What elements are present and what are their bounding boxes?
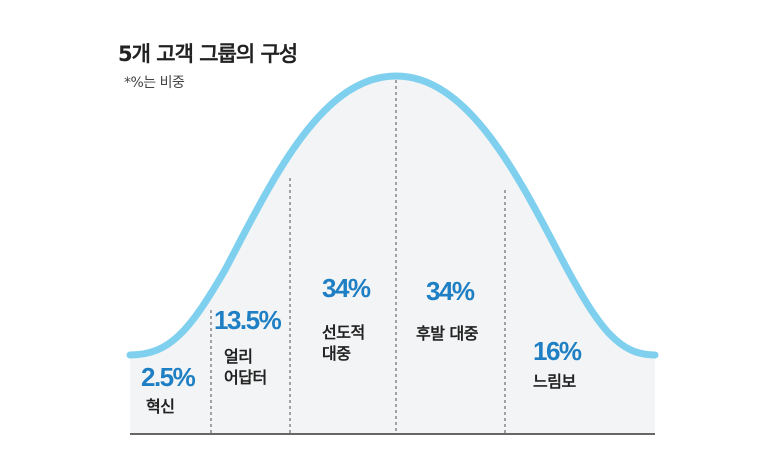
segment-innovators-percent: 2.5% — [141, 362, 196, 392]
segment-early-adopters-label-2: 어답터 — [224, 368, 267, 387]
segment-laggards-percent: 16% — [533, 336, 582, 366]
segment-early-adopters-percent: 13.5% — [214, 305, 282, 335]
page-subtitle: *%는 비중 — [124, 75, 185, 91]
page-title: 5개 고객 그룹의 구성 — [118, 42, 298, 66]
bell-curve-line — [126, 72, 659, 359]
segment-laggards-label: 느림보 — [533, 372, 576, 391]
segment-early-adopters-label-1: 얼리 — [224, 347, 253, 366]
segment-early-majority-percent: 34% — [322, 273, 371, 303]
segment-late-majority-percent: 34% — [426, 276, 475, 306]
curve-fill — [130, 76, 655, 434]
segment-late-majority-label: 후발 대중 — [416, 324, 478, 343]
segment-early-majority-label-1: 선도적 — [322, 323, 365, 342]
segment-innovators-label: 혁신 — [146, 397, 175, 416]
segment-early-majority-label-2: 대중 — [322, 344, 351, 363]
